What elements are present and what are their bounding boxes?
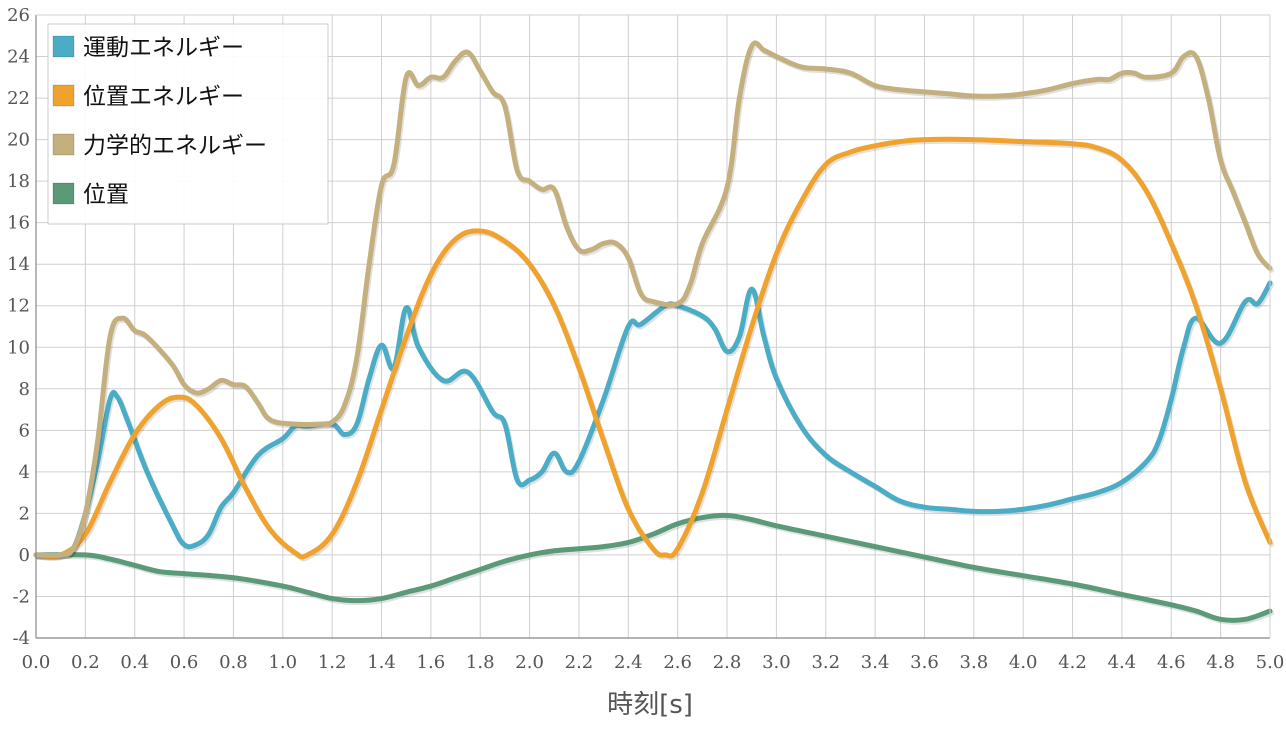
y-tick-label: 16 bbox=[7, 213, 30, 234]
y-tick-label: 12 bbox=[7, 296, 30, 317]
legend-swatch bbox=[52, 182, 75, 205]
x-tick-label: 2.4 bbox=[614, 652, 643, 673]
x-tick-label: 0.8 bbox=[219, 652, 248, 673]
x-tick-label: 3.8 bbox=[960, 652, 989, 673]
x-tick-label: 0.6 bbox=[170, 652, 199, 673]
y-tick-label: 8 bbox=[19, 379, 30, 400]
axes bbox=[35, 14, 1271, 639]
series-line-1 bbox=[33, 136, 1273, 560]
x-tick-label: 1.4 bbox=[367, 652, 396, 673]
x-tick-label: 2.2 bbox=[565, 652, 594, 673]
series-line-2 bbox=[33, 40, 1273, 558]
x-tick-label: 3.4 bbox=[861, 652, 890, 673]
legend-label: 位置エネルギー bbox=[83, 84, 244, 110]
y-tick-label: 6 bbox=[19, 420, 30, 441]
x-tick-label: 0.4 bbox=[120, 652, 149, 673]
y-tick-label: 20 bbox=[7, 130, 30, 151]
x-tick-label: 1.2 bbox=[318, 652, 347, 673]
legend-label: 力学的エネルギー bbox=[83, 133, 267, 159]
x-tick-label: 4.4 bbox=[1108, 652, 1137, 673]
x-tick-label: 1.0 bbox=[268, 652, 297, 673]
y-tick-label: -4 bbox=[12, 628, 30, 649]
legend-swatch bbox=[52, 35, 75, 58]
y-tick-label: 4 bbox=[19, 462, 30, 483]
x-tick-label: 4.0 bbox=[1009, 652, 1038, 673]
legend-label: 位置 bbox=[83, 182, 129, 208]
legend-swatch bbox=[52, 84, 75, 107]
x-tick-label: 4.2 bbox=[1058, 652, 1087, 673]
y-tick-label: 22 bbox=[7, 88, 30, 109]
legend-label: 運動エネルギー bbox=[83, 35, 244, 61]
x-tick-label: 3.6 bbox=[910, 652, 939, 673]
y-tick-label: 2 bbox=[19, 503, 30, 524]
legend-box bbox=[47, 23, 329, 225]
legend-swatch bbox=[52, 133, 75, 156]
y-tick-label: 14 bbox=[7, 254, 30, 275]
x-tick-label: 4.6 bbox=[1157, 652, 1186, 673]
x-tick-label: 3.0 bbox=[762, 652, 791, 673]
x-tick-label: 4.8 bbox=[1206, 652, 1235, 673]
x-tick-label: 0.0 bbox=[22, 652, 51, 673]
y-tick-label: 24 bbox=[7, 47, 30, 68]
series-line-3 bbox=[33, 512, 1273, 623]
x-tick-label: 0.2 bbox=[71, 652, 100, 673]
series-layer bbox=[33, 40, 1274, 625]
y-tick-label: 18 bbox=[7, 171, 30, 192]
x-tick-label: 5.0 bbox=[1256, 652, 1285, 673]
series-line-shadow bbox=[35, 282, 1274, 560]
y-tick-label: -2 bbox=[12, 586, 30, 607]
x-axis-title: 時刻[s] bbox=[607, 690, 693, 720]
x-tick-label: 3.2 bbox=[811, 652, 840, 673]
y-tick-label: 10 bbox=[7, 337, 30, 358]
series-line-0 bbox=[33, 280, 1273, 558]
x-tick-label: 2.8 bbox=[713, 652, 742, 673]
x-tick-label: 1.6 bbox=[417, 652, 446, 673]
x-tick-label: 2.0 bbox=[515, 652, 544, 673]
y-tick-label: 26 bbox=[7, 5, 30, 26]
x-tick-label: 1.8 bbox=[466, 652, 495, 673]
x-tick-label: 2.6 bbox=[663, 652, 692, 673]
y-tick-label: 0 bbox=[19, 545, 30, 566]
